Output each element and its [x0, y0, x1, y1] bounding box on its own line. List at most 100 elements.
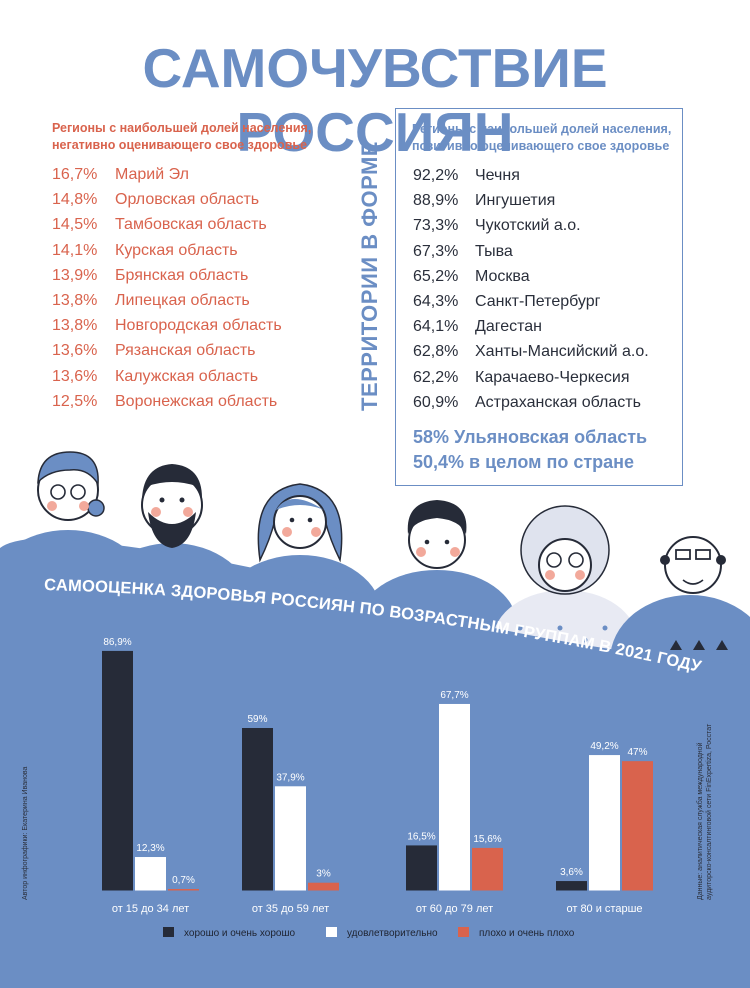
positive-pct: 62,2%: [413, 368, 459, 386]
negative-pct: 13,6%: [52, 367, 98, 385]
bar-bad-2: [472, 847, 503, 891]
bar-good-3: [556, 881, 587, 891]
bar-value-label: 0,7%: [172, 875, 195, 886]
category-label: от 35 до 59 лет: [252, 903, 329, 915]
positive-row: 62,8% Ханты-Мансийский а.о.: [413, 339, 649, 364]
bar-value-label: 67,7%: [440, 690, 468, 701]
negative-region: Липецкая область: [115, 291, 250, 309]
legend-swatch: [326, 927, 337, 937]
positive-row: 92,2% Чечня: [413, 163, 649, 188]
ulyanovsk-line: 58% Ульяновская область: [413, 427, 648, 447]
positive-pct: 65,2%: [413, 267, 459, 285]
bar-bad-0: [168, 889, 199, 891]
positive-row: 65,2% Москва: [413, 264, 649, 289]
positive-region: Ханты-Мансийский а.о.: [475, 343, 649, 361]
positive-row: 62,2% Карачаево-Черкесия: [413, 365, 649, 390]
positive-row: 67,3% Тыва: [413, 239, 649, 264]
negative-row: 13,9% Брянская область: [52, 263, 282, 288]
legend-label: плохо и очень плохо: [479, 928, 575, 939]
chart-marks: 86,9% 12,3% 0,7% от 15 до 34 лет 59% 37,9% 3% о…: [98, 637, 660, 915]
negative-pct: 14,5%: [52, 216, 98, 234]
bar-bad-3: [622, 761, 653, 891]
bar-value-label: 12,3%: [136, 843, 164, 854]
bar-value-label: 15,6%: [473, 834, 501, 845]
category-label: от 15 до 34 лет: [112, 903, 189, 915]
negative-row: 14,8% Орловская область: [52, 187, 282, 212]
positive-pct: 62,8%: [413, 343, 459, 361]
credit-left: Автор инфографики: Екатерина Иванова: [22, 766, 29, 900]
positive-region: Санкт-Петербург: [475, 292, 601, 310]
bar-satisfactory-0: [135, 857, 166, 891]
negative-row: 14,1% Курская область: [52, 238, 282, 263]
bar-value-label: 37,9%: [276, 772, 304, 783]
negative-pct: 13,8%: [52, 291, 98, 309]
negative-row: 13,6% Рязанская область: [52, 338, 282, 363]
category-label: от 60 до 79 лет: [416, 903, 493, 915]
positive-pct: 88,9%: [413, 192, 459, 210]
negative-pct: 13,8%: [52, 317, 98, 335]
positive-regions-box: Регионы с наибольшей долей населения, по…: [395, 108, 683, 486]
negative-region: Калужская область: [115, 367, 259, 385]
chart-panel: [0, 538, 750, 988]
bar-satisfactory-1: [275, 786, 306, 891]
bar-value-label: 49,2%: [590, 741, 618, 752]
negative-pct: 14,1%: [52, 241, 98, 259]
negative-region: Курская область: [115, 241, 238, 259]
positive-row: 64,3% Санкт-Петербург: [413, 289, 649, 314]
positive-pct: 67,3%: [413, 242, 459, 260]
legend-item: удовлетворительно: [326, 926, 438, 942]
negative-region: Воронежская область: [115, 392, 278, 410]
positive-region: Карачаево-Черкесия: [475, 368, 630, 386]
positive-pct: 60,9%: [413, 393, 459, 411]
bar-good-2: [406, 845, 437, 891]
negative-pct: 12,5%: [52, 392, 98, 410]
positive-pct: 73,3%: [413, 217, 459, 235]
positive-region: Чукотский а.о.: [475, 217, 581, 235]
legend-label: хорошо и очень хорошо: [184, 928, 296, 939]
positive-region: Москва: [475, 267, 530, 285]
page-title: САМОЧУВСТВИЕ РОССИЯН: [142, 37, 608, 163]
bar-value-label: 3,6%: [560, 867, 583, 878]
legend-swatch: [163, 927, 174, 937]
negative-row: 13,6% Калужская область: [52, 364, 282, 389]
positive-region: Ингушетия: [475, 192, 556, 210]
faces: [37, 451, 728, 650]
positive-region: Астраханская область: [475, 393, 641, 411]
positive-region: Тыва: [475, 242, 513, 260]
chart-legend: хорошо и очень хорошо удовлетворительно пл…: [0, 926, 750, 944]
positive-row: 73,3% Чукотский а.о.: [413, 213, 649, 238]
category-label: от 80 и старше: [566, 903, 642, 915]
positive-region: Дагестан: [475, 318, 542, 336]
country-average-line: 50,4% в целом по стране: [413, 452, 635, 472]
legend-item: плохо и очень плохо: [458, 926, 574, 942]
bar-good-0: [102, 650, 133, 891]
negative-region: Марий Эл: [115, 166, 189, 183]
negative-region: Брянская область: [115, 266, 249, 284]
positive-region-list: 92,2% Чечня 88,9% Ингушетия 73,3% Чукотский а…: [413, 163, 649, 415]
negative-pct: 13,9%: [52, 266, 98, 284]
negative-pct: 14,8%: [52, 191, 98, 209]
positive-row: 64,1% Дагестан: [413, 314, 649, 339]
bar-satisfactory-2: [439, 703, 470, 891]
positive-pct: 64,1%: [413, 318, 459, 336]
legend-swatch: [458, 927, 469, 937]
positive-pct: 92,2%: [413, 167, 459, 184]
credit-right: Данные: аналитическая служба международн…: [697, 723, 713, 900]
bar-value-label: 47%: [627, 747, 647, 758]
negative-row: 16,7% Марий Эл: [52, 162, 282, 187]
bar-value-label: 59%: [247, 714, 267, 725]
bar-value-label: 3%: [316, 869, 331, 880]
positive-row: 88,9% Ингушетия: [413, 188, 649, 213]
positive-heading: Регионы с наибольшей долей населения, по…: [412, 122, 672, 153]
positive-region: Чечня: [475, 167, 520, 184]
bar-value-label: 86,9%: [103, 637, 131, 648]
negative-region: Орловская область: [115, 191, 260, 209]
legend-label: удовлетворительно: [347, 928, 438, 939]
negative-pct: 16,7%: [52, 166, 98, 183]
negative-region: Тамбовская область: [115, 216, 267, 234]
negative-region-list: 16,7% Марий Эл 14,8% Орловская область 14,5%…: [52, 162, 282, 414]
legend-item: хорошо и очень хорошо: [163, 926, 295, 942]
bar-good-1: [242, 727, 273, 891]
negative-region: Рязанская область: [115, 342, 256, 360]
